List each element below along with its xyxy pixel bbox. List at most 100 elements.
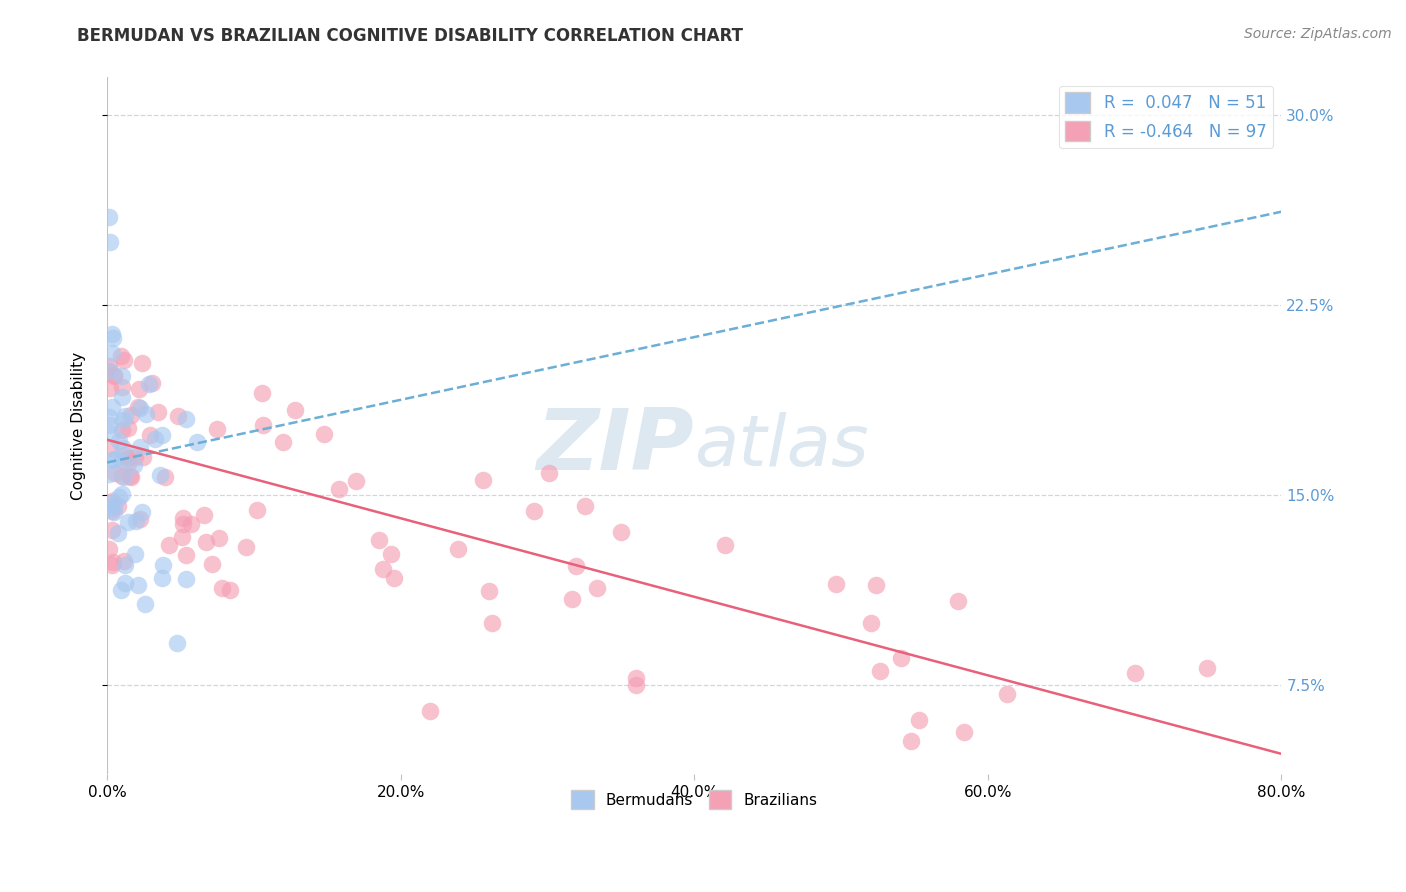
Point xyxy=(946,594,969,608)
Point xyxy=(112,470,135,484)
Point xyxy=(167,409,190,424)
Point xyxy=(174,548,197,562)
Point xyxy=(250,385,273,400)
Point xyxy=(111,487,134,501)
Point xyxy=(824,577,846,591)
Point xyxy=(900,734,922,748)
Point xyxy=(131,505,153,519)
Point xyxy=(139,428,162,442)
Text: Source: ZipAtlas.com: Source: ZipAtlas.com xyxy=(1244,27,1392,41)
Point xyxy=(128,512,150,526)
Point xyxy=(208,531,231,545)
Point xyxy=(120,470,142,484)
Point xyxy=(447,541,470,556)
Point xyxy=(138,377,160,392)
Point xyxy=(98,363,121,377)
Point xyxy=(995,687,1018,701)
Point xyxy=(271,434,294,449)
Point xyxy=(561,592,583,607)
Point xyxy=(157,537,180,551)
Point xyxy=(101,427,124,442)
Point xyxy=(98,235,121,249)
Point xyxy=(98,364,121,378)
Point xyxy=(98,381,121,395)
Point xyxy=(103,368,125,382)
Point xyxy=(117,421,139,435)
Point xyxy=(246,503,269,517)
Point xyxy=(101,558,124,573)
Point xyxy=(122,458,145,472)
Point xyxy=(120,408,142,422)
Point xyxy=(172,511,194,525)
Point xyxy=(471,473,494,487)
Point xyxy=(205,421,228,435)
Point xyxy=(97,467,120,482)
Point xyxy=(952,724,974,739)
Point xyxy=(193,508,215,522)
Point xyxy=(124,547,146,561)
Point xyxy=(172,516,194,531)
Text: atlas: atlas xyxy=(695,412,869,481)
Point xyxy=(124,450,146,464)
Y-axis label: Cognitive Disability: Cognitive Disability xyxy=(72,351,86,500)
Point xyxy=(111,469,134,483)
Point xyxy=(478,584,501,599)
Point xyxy=(860,616,883,631)
Point xyxy=(153,470,176,484)
Point xyxy=(176,412,198,426)
Point xyxy=(117,515,139,529)
Point xyxy=(865,578,887,592)
Point xyxy=(284,403,307,417)
Point xyxy=(610,525,633,540)
Point xyxy=(127,401,149,415)
Point xyxy=(125,514,148,528)
Point xyxy=(481,615,503,630)
Point xyxy=(100,523,122,537)
Point xyxy=(103,505,125,519)
Point xyxy=(131,356,153,370)
Point xyxy=(101,400,124,414)
Point xyxy=(149,467,172,482)
Point xyxy=(103,451,125,466)
Point xyxy=(118,468,141,483)
Point xyxy=(107,526,129,541)
Point xyxy=(537,467,560,481)
Point xyxy=(152,558,174,573)
Point xyxy=(170,530,193,544)
Legend: Bermudans, Brazilians: Bermudans, Brazilians xyxy=(565,784,824,815)
Point xyxy=(108,434,131,449)
Point xyxy=(150,571,173,585)
Point xyxy=(97,542,120,557)
Point xyxy=(111,441,134,455)
Point xyxy=(1195,661,1218,675)
Point xyxy=(141,376,163,390)
Point xyxy=(111,368,134,383)
Point xyxy=(103,499,125,513)
Point xyxy=(564,559,586,574)
Point xyxy=(114,409,136,423)
Point xyxy=(523,504,546,518)
Point xyxy=(380,547,402,561)
Point xyxy=(624,678,647,692)
Point xyxy=(143,432,166,446)
Point xyxy=(131,450,153,464)
Point xyxy=(344,474,367,488)
Point xyxy=(110,583,132,598)
Point xyxy=(100,417,122,432)
Point xyxy=(98,409,121,424)
Text: ZIP: ZIP xyxy=(537,405,695,488)
Point xyxy=(194,534,217,549)
Point xyxy=(1123,666,1146,681)
Point xyxy=(101,345,124,359)
Point xyxy=(218,582,240,597)
Point xyxy=(586,582,609,596)
Point xyxy=(110,423,132,437)
Point xyxy=(112,412,135,426)
Point xyxy=(135,407,157,421)
Point xyxy=(101,331,124,345)
Point xyxy=(328,482,350,496)
Point xyxy=(112,554,135,568)
Point xyxy=(252,417,274,432)
Point xyxy=(114,576,136,591)
Point xyxy=(101,494,124,508)
